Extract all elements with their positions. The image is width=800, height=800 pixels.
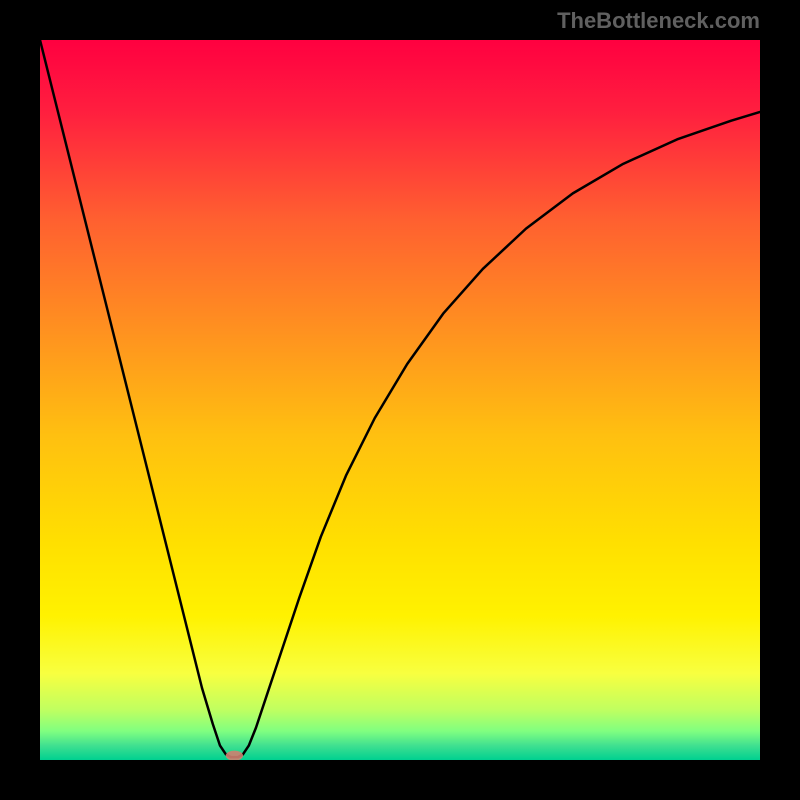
plot-area xyxy=(40,40,760,760)
gradient-background xyxy=(40,40,760,760)
watermark-text: TheBottleneck.com xyxy=(557,8,760,34)
bottleneck-curve-chart xyxy=(40,40,760,760)
chart-container: TheBottleneck.com xyxy=(0,0,800,800)
